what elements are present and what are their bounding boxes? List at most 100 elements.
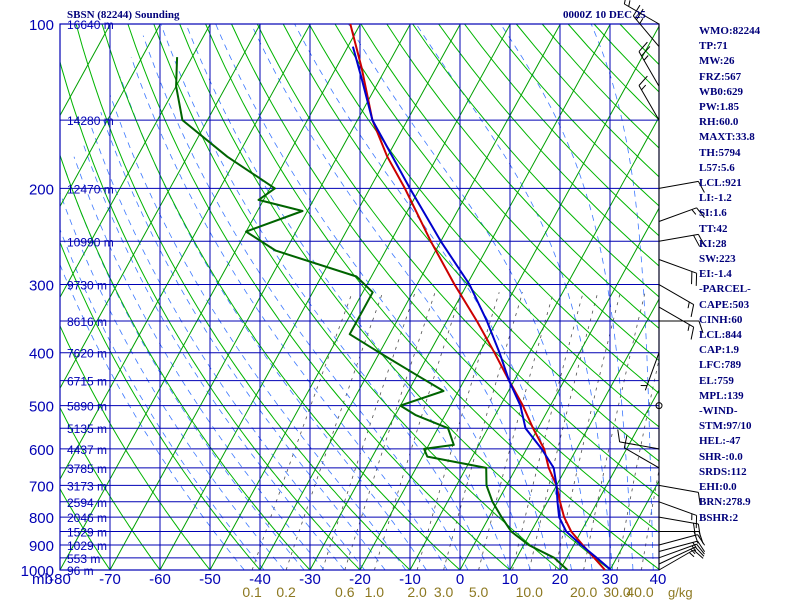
height-label: 6715 m: [67, 375, 107, 389]
dry-adiabat-line: [334, 23, 660, 394]
wind-barb-shaft: [658, 207, 697, 222]
axis-corner-label: mb: [32, 571, 53, 588]
temperature-label: -80: [49, 571, 71, 588]
index-item: L57:5.6: [699, 161, 735, 174]
wind-barb: [658, 534, 706, 546]
temperature-trace: [351, 46, 612, 571]
index-item: HEL:-47: [699, 435, 741, 448]
wind-barb-shaft: [638, 51, 660, 87]
mixing-ratio-label: 1.0: [365, 584, 385, 600]
pressure-label: 900: [29, 538, 54, 555]
wind-barb-flag: [636, 8, 644, 21]
height-label: 14280 m: [67, 114, 114, 128]
pressure-label: 100: [29, 17, 54, 34]
wind-barb-shaft: [658, 180, 699, 189]
wind-barb-half-flag: [690, 548, 696, 555]
wind-barb-shaft: [658, 516, 699, 525]
pressure-label: 1000: [21, 563, 54, 580]
skewed-isotherm-line: [509, 298, 660, 571]
index-item: KI:28: [699, 237, 727, 250]
wind-barb: [640, 352, 660, 391]
wind-barb: [638, 41, 660, 87]
wind-barb-shaft: [658, 546, 696, 565]
height-label: 12470 m: [67, 182, 114, 196]
calm-wind-circle: [655, 402, 663, 410]
mixing-ratio-label: 40.0: [626, 584, 653, 600]
height-label: 10990 m: [67, 235, 114, 249]
dry-adiabat-line: [593, 23, 660, 93]
wind-barb: [623, 435, 660, 469]
wind-barb: [658, 259, 698, 286]
background-lines: [59, 23, 660, 571]
wind-barb: [658, 180, 705, 193]
index-item: PW:1.85: [699, 101, 740, 114]
mixing-ratio-line: [285, 292, 384, 571]
wind-barb: [658, 233, 705, 247]
pressure-label: 800: [29, 510, 54, 527]
wind-barb-half-flag: [628, 0, 631, 7]
mixing-ratio-label: 20.0: [570, 584, 597, 600]
index-item: LI:-1.2: [699, 192, 732, 205]
index-item: WMO:82244: [699, 25, 761, 37]
height-label: 7620 m: [67, 347, 107, 361]
wind-barb-half-flag: [688, 552, 695, 558]
index-item: RH:60.0: [699, 116, 739, 129]
skewed-isotherm-line: [609, 480, 660, 571]
dry-adiabat-line: [59, 155, 311, 571]
index-item: EHI:0.0: [699, 481, 737, 494]
mixing-ratio-line: [416, 292, 500, 571]
wind-barb-flag: [617, 429, 621, 442]
temperature-label: 20: [552, 571, 569, 588]
wind-barb: [623, 0, 660, 25]
height-label: 2046 m: [67, 511, 107, 525]
wind-barb-flag: [697, 492, 701, 505]
wind-barb-shaft: [632, 15, 660, 47]
dry-adiabat-line: [567, 23, 660, 121]
wind-barb: [658, 306, 695, 340]
index-item: CINH:60: [699, 313, 743, 326]
mixing-ratio-label: 30.0: [603, 584, 630, 600]
wind-barbs: [617, 0, 706, 571]
moist-adiabat-line: [185, 23, 510, 571]
index-item: CAP:1.9: [699, 344, 740, 357]
skewed-isotherm-line: [59, 23, 211, 298]
height-label: 1029 m: [67, 539, 107, 553]
index-item: SI:1.6: [699, 207, 727, 220]
wind-barb-flag: [697, 534, 706, 546]
pressure-label: 600: [29, 442, 54, 459]
wind-barb-flag: [690, 304, 695, 318]
wind-barb-half-flag: [687, 324, 690, 331]
moist-adiabat-line: [500, 23, 634, 571]
skewed-isotherm-line: [409, 117, 660, 571]
moist-adiabat-line: [73, 156, 325, 571]
wind-barb-flag: [623, 435, 628, 448]
wind-barb: [658, 484, 701, 505]
index-item: -PARCEL-: [699, 283, 751, 296]
height-label: 9730 m: [67, 279, 107, 293]
pressure-label: 300: [29, 278, 54, 295]
wind-barb-flag: [641, 46, 651, 57]
wind-barb-shaft: [624, 447, 660, 469]
height-label: 8616 m: [67, 315, 107, 329]
temperature-label: 30: [602, 571, 619, 588]
wind-barb: [658, 516, 701, 537]
index-item: SHR-:0.0: [699, 450, 743, 463]
mixing-ratio-label: 0.1: [242, 584, 262, 600]
wind-barb-shaft: [624, 3, 660, 25]
moist-adiabat-line: [130, 56, 448, 571]
index-item: BRN:278.9: [699, 496, 751, 509]
dry-adiabat-line: [59, 325, 211, 571]
index-item: SRDS:112: [699, 465, 747, 478]
mixing-ratio-label: 0.6: [335, 584, 355, 600]
wind-barb-half-flag: [639, 17, 644, 24]
wind-barb-shaft: [658, 233, 699, 242]
wind-barb: [655, 402, 663, 410]
wind-barb-shaft: [638, 85, 660, 121]
temperature-label: -70: [99, 571, 121, 588]
moist-adiabat-line: [82, 142, 345, 571]
valid-time: 0000Z 10 DEC 25: [563, 9, 646, 21]
wind-barb: [658, 501, 698, 529]
dry-adiabat-line: [59, 242, 261, 571]
temperature-label: -40: [249, 571, 271, 588]
wind-barb-flag: [638, 75, 648, 86]
